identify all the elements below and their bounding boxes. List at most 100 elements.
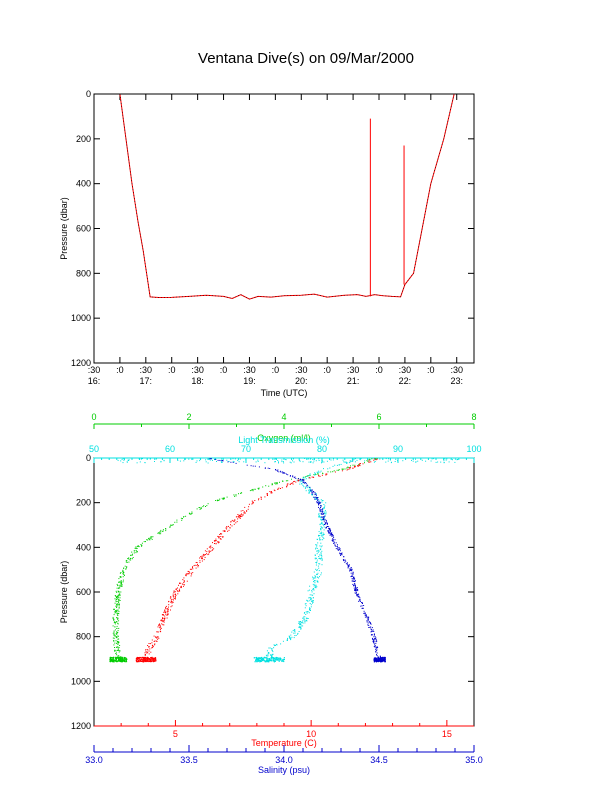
transmission-point [315, 577, 317, 579]
transmission-point [196, 460, 198, 462]
salinity-point [372, 641, 374, 643]
transmission-point [342, 459, 344, 461]
temperature-point [170, 601, 172, 603]
salinity-point [370, 631, 372, 633]
oxygen-point [112, 616, 114, 618]
transmission-point [314, 472, 316, 474]
oxygen-point [137, 545, 139, 547]
oxygen-point [120, 572, 122, 573]
transmission-point [122, 458, 124, 460]
oxygen-point [282, 480, 284, 482]
temperature-point [173, 597, 175, 599]
transmission-point [309, 598, 311, 600]
temperature-point [240, 514, 242, 516]
temperature-point [142, 658, 144, 660]
salinity-point [323, 516, 325, 518]
transmission-point [313, 460, 315, 462]
salinity-point [335, 545, 337, 547]
oxygen-point [317, 473, 319, 475]
temperature-point [312, 476, 314, 478]
transmission-point [306, 617, 308, 619]
transmission-point [338, 464, 340, 466]
transmission-point [278, 462, 279, 464]
salinity-point [246, 464, 248, 466]
transmission-point [402, 460, 404, 462]
transmission-point [243, 461, 245, 463]
transmission-point [314, 474, 315, 476]
salinity-point [332, 539, 334, 541]
temperature-point [155, 660, 157, 662]
temperature-point [152, 659, 154, 661]
salinity-point [350, 572, 352, 574]
transmission-point [317, 542, 319, 544]
temperature-point [157, 631, 159, 633]
oxygen-point [116, 603, 118, 605]
salinity-point [375, 641, 377, 643]
temperature-point [370, 461, 372, 463]
transmission-point [320, 542, 322, 544]
y-tick-label: 800 [76, 632, 91, 642]
oxygen-point [121, 582, 123, 584]
transmission-point [310, 461, 311, 463]
oxygen-point [119, 650, 121, 652]
transmission-point [306, 612, 308, 614]
temperature-point [164, 615, 166, 617]
oxygen-point [114, 659, 116, 661]
salinity-point [312, 493, 314, 495]
oxygen-point [116, 631, 118, 633]
transmission-point [267, 653, 269, 655]
temperature-point [152, 646, 154, 648]
transmission-point [320, 534, 322, 536]
temperature-point [178, 588, 180, 590]
temperature-series [135, 458, 378, 663]
transmission-point [314, 558, 316, 560]
transmission-point [261, 659, 263, 662]
transmission-point [353, 458, 355, 460]
temperature-point [286, 483, 288, 485]
salinity-point [321, 509, 323, 511]
oxygen-point [119, 576, 121, 578]
transmission-point [272, 653, 274, 655]
salinity-point [346, 562, 348, 564]
oxygen-point [114, 629, 116, 631]
oxygen-point [315, 474, 317, 475]
transmission-point [314, 492, 316, 494]
oxygen-point [118, 612, 120, 614]
salinity-point [356, 594, 358, 596]
temperature-point [309, 477, 311, 479]
transmission-point [312, 588, 314, 590]
salinity-point [316, 494, 317, 496]
salinity-point [354, 581, 355, 583]
transmission-point [255, 659, 257, 661]
temperature-point [174, 593, 176, 595]
transmission-point [303, 476, 305, 478]
transmission-point [121, 458, 123, 460]
salinity-point [383, 660, 385, 662]
temperature-point [188, 571, 190, 573]
transmission-point [233, 461, 235, 463]
temperature-point [166, 617, 168, 619]
transmission-point [316, 471, 318, 473]
transmission-point [260, 660, 262, 662]
oxygen-point [118, 642, 120, 643]
transmission-point [313, 585, 315, 587]
transmission-point [323, 534, 325, 535]
transmission-point [321, 558, 323, 560]
temperature-point [192, 566, 194, 568]
oxygen-point [113, 657, 115, 659]
salinity-point [355, 585, 356, 587]
salinity-point [333, 541, 335, 543]
transmission-point [268, 647, 270, 649]
x-tick-label: :30 [243, 365, 256, 375]
oxygen-axis-label: Oxygen (ml/l) [257, 433, 311, 443]
oxygen-point [114, 598, 116, 600]
temperature-point [239, 514, 241, 516]
salinity-point [381, 660, 383, 662]
transmission-point [312, 583, 314, 585]
transmission-point [385, 458, 387, 460]
temperature-point [152, 661, 155, 663]
temperature-point [201, 556, 203, 558]
salinity-point [227, 461, 229, 463]
transmission-point [199, 460, 201, 462]
oxygen-point [169, 526, 171, 528]
